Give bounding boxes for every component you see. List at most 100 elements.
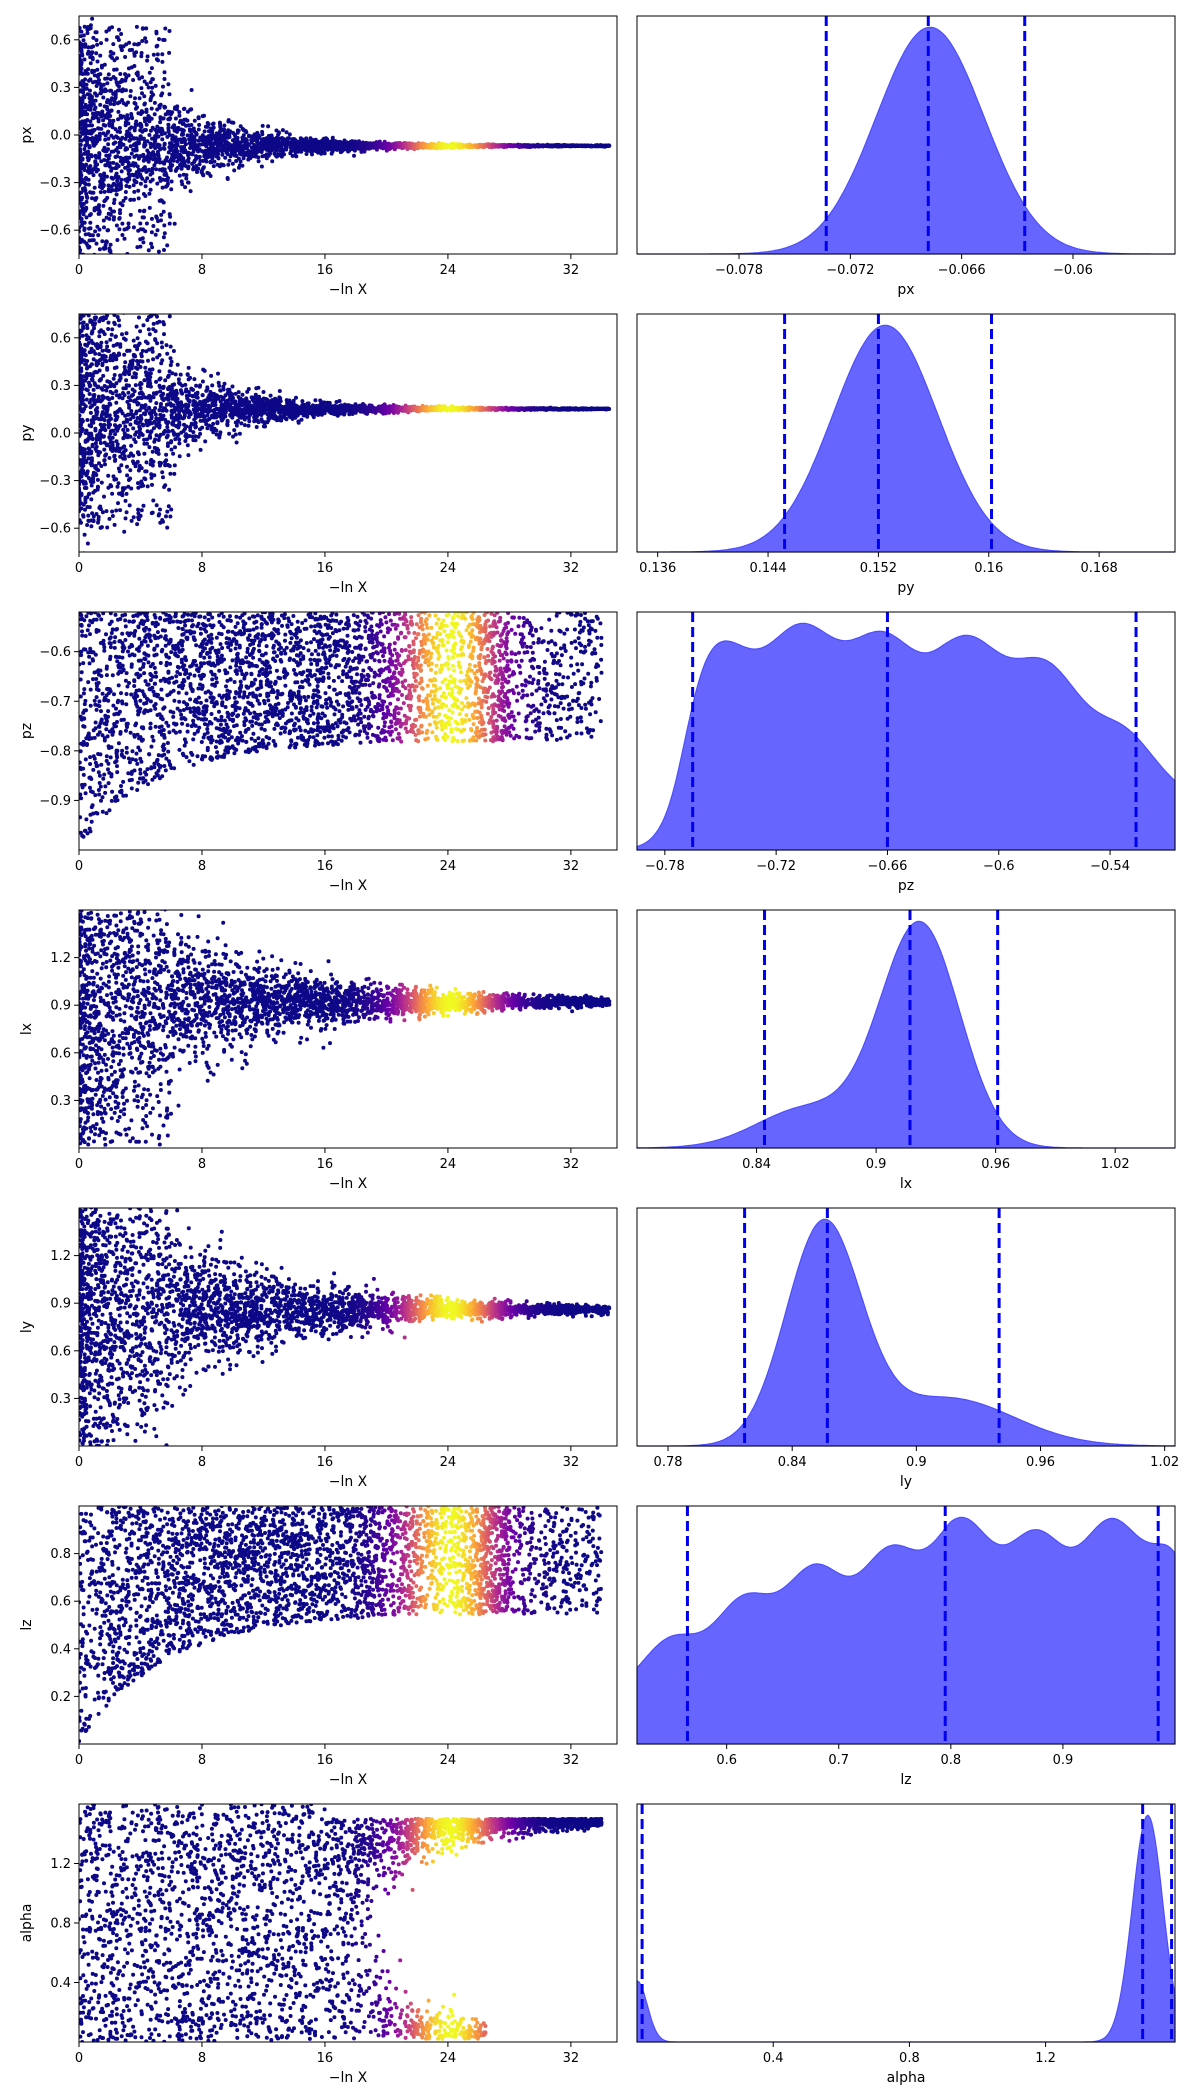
trace-py-point (198, 383, 203, 388)
trace-py-point (129, 518, 134, 523)
trace-px-point (90, 10, 94, 14)
trace-py-point (89, 308, 93, 312)
trace-px-point (146, 85, 151, 90)
trace-px-point (88, 220, 93, 225)
trace-py-point (165, 525, 170, 530)
trace-px-point (85, 31, 90, 36)
trace-py-point (89, 362, 94, 367)
trace-px-point (204, 159, 209, 164)
trace-py-point (107, 456, 112, 460)
trace-py-point (136, 452, 141, 457)
trace-py-point (117, 323, 122, 328)
trace-px-point (232, 168, 237, 173)
trace-px-point (133, 101, 138, 106)
trace-px-point (221, 163, 226, 168)
trace-py-point (110, 327, 115, 332)
trace-py-point (168, 344, 173, 349)
trace-px-point (101, 183, 106, 188)
trace-py-point (137, 315, 141, 320)
trace-py-point (225, 418, 230, 423)
trace-py-point (136, 310, 140, 314)
trace-py-point (138, 513, 143, 518)
trace-py-point (177, 422, 182, 427)
trace-px-point (95, 93, 99, 98)
trace-px-point (145, 54, 150, 59)
trace-py-point (156, 420, 161, 425)
trace-px-point (173, 116, 178, 121)
trace-px-point (93, 259, 97, 263)
trace-px-point (149, 230, 154, 235)
trace-py-point (208, 405, 213, 409)
trace-py-point (128, 476, 133, 481)
trace-px-point (96, 233, 101, 238)
trace-px-point (117, 227, 122, 232)
trace-py-point (153, 338, 158, 343)
trace-px-point (118, 155, 123, 160)
trace-py-point (186, 403, 191, 408)
trace-py-point (81, 314, 86, 318)
trace-px-point (183, 142, 188, 147)
trace-py-point (91, 420, 96, 425)
trace-px-point (119, 177, 124, 182)
trace-py-point (126, 484, 131, 489)
trace-py-point (138, 386, 143, 391)
trace-px-point (88, 88, 92, 93)
trace-py-point (79, 342, 83, 347)
trace-px-point (87, 244, 92, 249)
trace-py-point (115, 414, 120, 419)
trace-py-point (141, 423, 146, 428)
trace-py-point (101, 373, 106, 378)
trace-px-point (177, 113, 182, 118)
trace-px-point (180, 182, 185, 187)
trace-px-point (147, 70, 152, 75)
trace-px-point (163, 105, 168, 110)
trace-py-point (141, 323, 146, 328)
trace-py-point (79, 493, 84, 497)
trace-px-point (188, 128, 193, 133)
trace-py-point (115, 442, 120, 447)
trace-px-point (129, 125, 134, 130)
trace-px-point (86, 177, 91, 182)
trace-py-point (145, 437, 149, 442)
trace-py-point (130, 363, 135, 368)
trace-px-point (84, 86, 89, 91)
trace-px-point (144, 82, 149, 87)
trace-py-point (129, 443, 134, 448)
trace-py-point (99, 340, 104, 345)
trace-py-point (135, 366, 140, 371)
trace-px-point (88, 119, 93, 124)
trace-px-point (95, 162, 100, 167)
trace-py-point (98, 344, 103, 349)
trace-px-point (137, 208, 142, 213)
trace-px-point (115, 179, 120, 183)
trace-px-point (141, 158, 146, 163)
trace-py-point (84, 299, 88, 303)
trace-py-point (117, 309, 121, 313)
trace-py-point (94, 512, 99, 516)
trace-py-point (86, 335, 91, 340)
trace-px-point (87, 4, 91, 8)
trace-py-point (149, 429, 154, 434)
trace-px-point (90, 50, 95, 55)
trace-px-point (126, 225, 131, 230)
trace-py-point (118, 373, 123, 378)
trace-px-point (116, 109, 121, 114)
trace-px-point (112, 197, 117, 202)
trace-py-point (193, 434, 198, 439)
trace-px-point (149, 116, 154, 121)
trace-py-point (145, 341, 150, 346)
trace-px-point (186, 156, 191, 161)
trace-px-point (120, 233, 125, 237)
trace-px-point (83, 232, 88, 237)
trace-py-point (90, 309, 94, 313)
trace-py-point (110, 440, 115, 445)
trace-px-point (86, 49, 91, 54)
trace-py-point (144, 418, 149, 423)
trace-px-point (111, 42, 116, 47)
trace-px-point (110, 188, 115, 193)
trace-px-point (98, 53, 103, 58)
trace-px-point (167, 133, 172, 137)
trace-px-point (160, 59, 165, 64)
trace-px-point (111, 118, 116, 123)
trace-px-point (110, 122, 115, 127)
